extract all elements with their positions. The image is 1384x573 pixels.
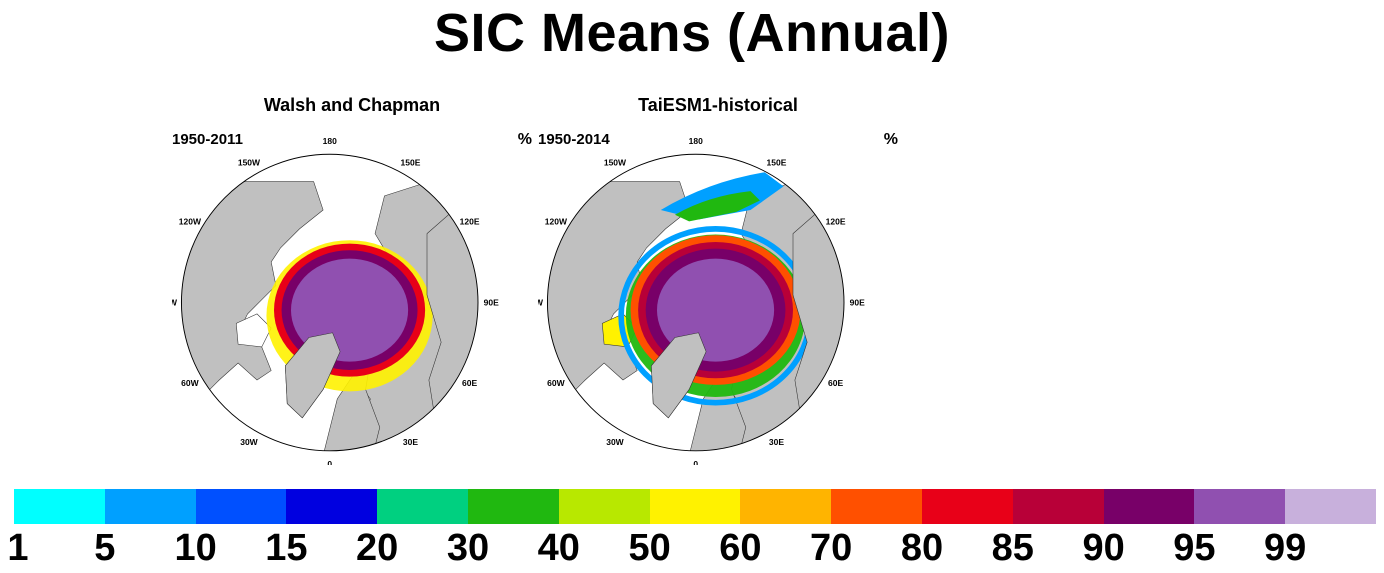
colorbar-segment [831, 489, 922, 524]
colorbar-label: 70 [810, 527, 853, 569]
colorbar-label: 60 [719, 527, 762, 569]
longitude-label: 60E [828, 378, 843, 388]
colorbar-labels: 1 5 10 15 20 30 40 50 60 70 80 85 90 95 99 [0, 527, 1384, 571]
panel-model: TaiESM1-historical 1950-2014 % 180 150E 12… [538, 95, 898, 465]
polar-map: 180 150E 120E 90E 60E 30E 0 30W 60W 90W 120W 150W [172, 136, 499, 465]
longitude-label: 60E [462, 378, 477, 388]
colorbar-segment [1285, 489, 1376, 524]
longitude-label: 150E [401, 158, 421, 168]
longitude-label: 90E [484, 297, 499, 307]
longitude-label: 90W [172, 297, 178, 307]
colorbar-segment [377, 489, 468, 524]
colorbar-segment [467, 489, 559, 524]
colorbar-label: 85 [991, 527, 1034, 569]
panel-unit: % [517, 131, 532, 148]
longitude-label: 120E [826, 217, 846, 227]
colorbar-segment [1012, 489, 1104, 524]
colorbar-segment [649, 489, 741, 524]
figure-title: SIC Means (Annual) [433, 3, 951, 63]
colorbar-label: 50 [628, 527, 671, 569]
longitude-label: 90W [538, 297, 544, 307]
colorbar-label: 20 [356, 527, 399, 569]
longitude-label: 180 [323, 136, 337, 146]
longitude-label: 60W [181, 378, 199, 388]
colorbar-segment [14, 489, 105, 524]
longitude-label: 0 [327, 459, 332, 465]
panel-title: TaiESM1-historical [638, 95, 798, 115]
colorbar-label: 99 [1264, 527, 1307, 569]
longitude-label: 90E [850, 297, 865, 307]
colorbar-label: 5 [94, 527, 116, 569]
colorbar-segment [195, 489, 287, 524]
colorbar-segment [1194, 489, 1286, 524]
longitude-label: 180 [689, 136, 703, 146]
colorbar-segment [104, 489, 196, 524]
colorbar-label: 15 [265, 527, 308, 569]
colorbar-label: 95 [1173, 527, 1216, 569]
colorbar-segment [558, 489, 650, 524]
colorbar-segment [286, 489, 378, 524]
panel-period: 1950-2011 [172, 131, 243, 148]
colorbar-label: 1 [7, 527, 29, 569]
colorbar-segment [740, 489, 832, 524]
panel-observations: Walsh and Chapman 1950-2011 % 180 150E 120… [172, 95, 532, 465]
longitude-label: 30W [606, 437, 624, 447]
map-border [180, 153, 479, 452]
longitude-label: 150W [604, 158, 627, 168]
longitude-label: 30W [240, 437, 258, 447]
longitude-label: 30E [769, 437, 784, 447]
panel-title: Walsh and Chapman [263, 95, 441, 115]
longitude-label: 150E [767, 158, 787, 168]
longitude-label: 120W [179, 217, 202, 227]
hudson-bay [235, 313, 272, 348]
colorbar [14, 489, 1376, 524]
colorbar-label: 90 [1082, 527, 1125, 569]
colorbar-label: 10 [174, 527, 217, 569]
colorbar-segment [921, 489, 1013, 524]
panel-period: 1950-2014 [538, 131, 610, 148]
colorbar-label: 40 [537, 527, 580, 569]
longitude-label: 60W [547, 378, 565, 388]
longitude-label: 0 [693, 459, 698, 465]
panel-unit: % [883, 131, 898, 148]
map-border [546, 153, 845, 452]
colorbar-segment [1103, 489, 1195, 524]
colorbar-label: 30 [446, 527, 490, 569]
polar-map: 180 150E 120E 90E 60E 30E 0 30W 60W 90W 120W 150W [538, 136, 865, 465]
longitude-label: 120E [460, 217, 480, 227]
longitude-label: 120W [545, 217, 568, 227]
colorbar-label: 80 [900, 527, 944, 569]
longitude-label: 30E [403, 437, 418, 447]
longitude-label: 150W [238, 158, 261, 168]
sea-ice [618, 226, 813, 406]
